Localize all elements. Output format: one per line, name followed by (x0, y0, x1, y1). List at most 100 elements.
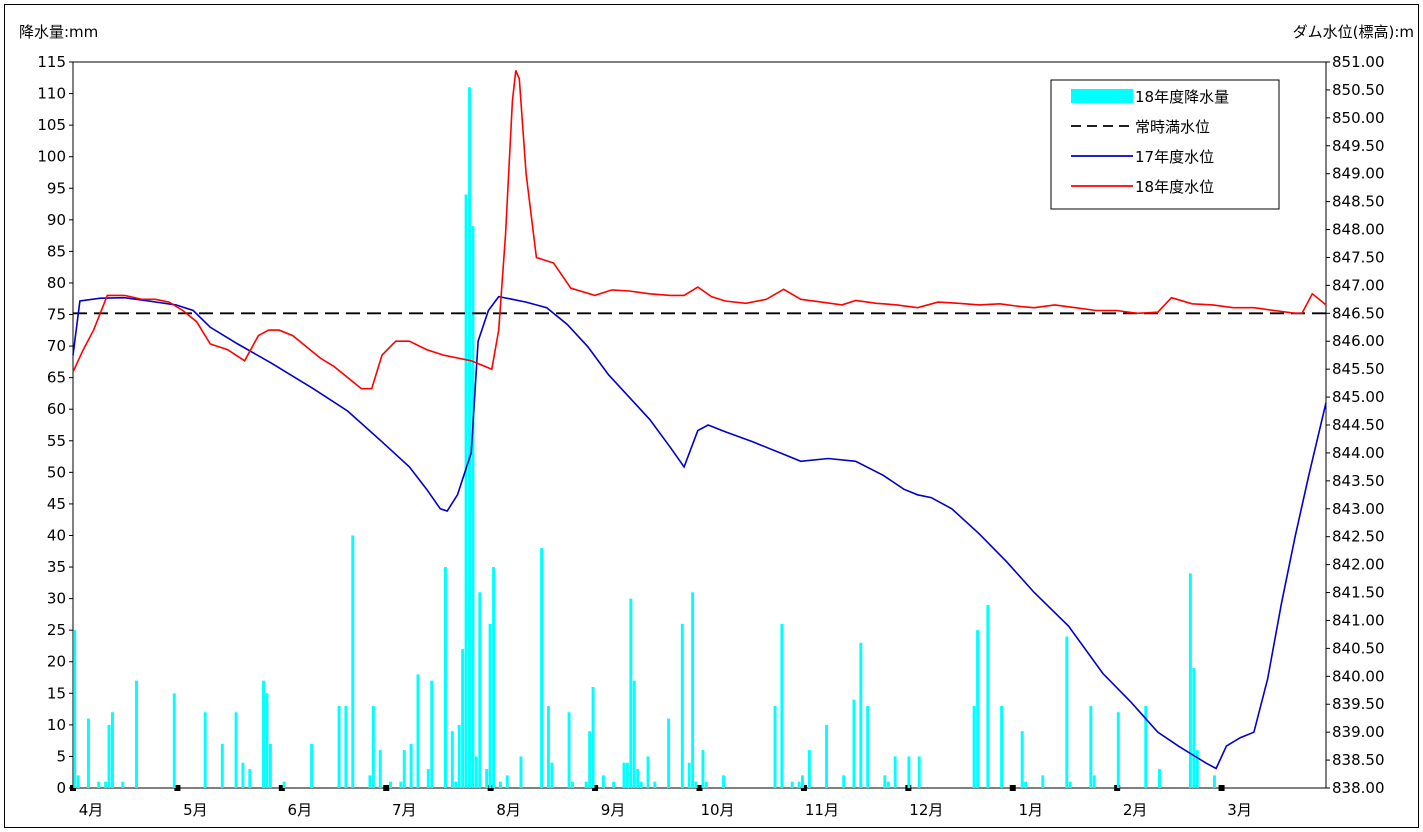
x-tick-marker (70, 785, 76, 791)
rain-bar (389, 781, 393, 788)
rain-bar (1068, 781, 1072, 788)
rain-bar (797, 781, 801, 788)
right-tick-label: 843.00 (1332, 500, 1385, 518)
rain-bar (1188, 573, 1192, 788)
rain-bar (612, 781, 616, 788)
rain-bar (567, 712, 571, 788)
rain-bar (402, 750, 406, 788)
rain-bar (104, 781, 108, 788)
rain-bar (351, 535, 355, 788)
x-tick-marker (174, 785, 181, 791)
left-tick-label: 65 (47, 369, 66, 387)
rain-bar (337, 705, 341, 788)
rain-bar (488, 623, 492, 788)
rain-bar (485, 769, 489, 788)
rain-bar (262, 680, 265, 788)
rain-bar (111, 712, 114, 788)
rain-bar (426, 769, 430, 788)
chart-svg: 降水量:mm ダム水位(標高):m 0 5 10 15 20 25 30 35 40 45 50 55… (19, 23, 1414, 819)
rain-bar (76, 775, 80, 788)
rain-bar (464, 194, 468, 788)
left-tick-label: 0 (56, 779, 66, 797)
rain-bar (505, 775, 509, 788)
rain-bar (1041, 775, 1045, 788)
rain-bar (694, 781, 698, 788)
right-tick-label: 847.50 (1332, 248, 1385, 266)
rain-bar (416, 674, 420, 788)
rain-bar (625, 762, 629, 788)
series-18-line (72, 70, 1327, 390)
x-tick-label: 8月 (496, 801, 521, 819)
rain-bar (917, 756, 921, 788)
rain-bar (866, 705, 870, 788)
rain-bar (457, 724, 461, 788)
right-tick-label: 842.00 (1332, 556, 1385, 574)
x-tick-marker (696, 785, 703, 791)
right-axis-title: ダム水位(標高):m (1293, 23, 1414, 41)
rain-bar (636, 769, 640, 788)
right-tick-label: 844.00 (1332, 444, 1385, 462)
rain-bar (1024, 781, 1028, 788)
rain-bar (842, 775, 846, 788)
left-tick-label: 70 (47, 337, 66, 355)
rain-bar (1092, 775, 1096, 788)
left-tick-label: 75 (47, 306, 66, 324)
rain-bar (519, 756, 523, 788)
rain-bar (801, 775, 804, 788)
rain-bar (639, 781, 643, 788)
rain-bar (399, 781, 403, 788)
right-tick-label: 845.50 (1332, 360, 1385, 378)
x-tick-label: 6月 (288, 801, 313, 819)
rain-bar (790, 781, 794, 788)
rain-bar (241, 762, 245, 788)
rain-bar (571, 781, 574, 788)
rain-bar (86, 718, 90, 788)
right-tick-label: 841.00 (1332, 611, 1385, 629)
rain-bar (1020, 731, 1024, 788)
left-tick-label: 15 (47, 684, 66, 702)
left-tick-label: 35 (47, 558, 66, 576)
rain-bar (1000, 705, 1004, 788)
rain-bar (471, 226, 475, 788)
rain-bar (282, 781, 286, 788)
rain-bar (907, 756, 911, 788)
left-tick-label: 100 (37, 148, 66, 166)
left-tick-label: 5 (56, 747, 66, 765)
legend-label-series-18: 18年度水位 (1135, 178, 1214, 196)
rain-bar (629, 598, 633, 788)
rain-bar (1065, 636, 1069, 788)
rain-bar (1192, 668, 1196, 788)
legend-label-series-17: 17年度水位 (1135, 148, 1214, 166)
rain-bar (454, 781, 458, 788)
rain-bar (310, 743, 314, 788)
right-tick-label: 840.00 (1332, 667, 1385, 685)
right-tick-label: 849.50 (1332, 137, 1385, 155)
rain-bar (540, 548, 544, 788)
rain-bars (73, 87, 1216, 788)
rain-bar (1195, 750, 1199, 788)
rain-bar (701, 750, 705, 788)
x-tick-marker (592, 785, 599, 791)
right-tick-label: 838.00 (1332, 779, 1385, 797)
x-tick-marker (383, 785, 390, 791)
rain-bar (976, 630, 980, 788)
rain-bar (371, 705, 375, 788)
x-tick-label: 5月 (183, 801, 208, 819)
rain-bar (248, 769, 252, 788)
rain-bar (622, 762, 626, 788)
rain-bar (807, 750, 811, 788)
left-tick-label: 25 (47, 621, 66, 639)
x-tick-label: 9月 (601, 801, 626, 819)
rain-bar (893, 756, 897, 788)
rain-bar (972, 705, 976, 788)
right-tick-label: 849.00 (1332, 165, 1385, 183)
right-tick-label: 847.00 (1332, 276, 1385, 294)
rain-bar (588, 731, 592, 788)
rain-bar (368, 775, 372, 788)
x-tick-marker (1009, 785, 1016, 791)
legend: 18年度降水量 常時満水位 17年度水位 18年度水位 (1050, 79, 1280, 210)
rain-bar (986, 604, 990, 788)
rain-bar (234, 712, 238, 788)
left-tick-label: 45 (47, 495, 66, 513)
rain-bar (430, 680, 434, 788)
